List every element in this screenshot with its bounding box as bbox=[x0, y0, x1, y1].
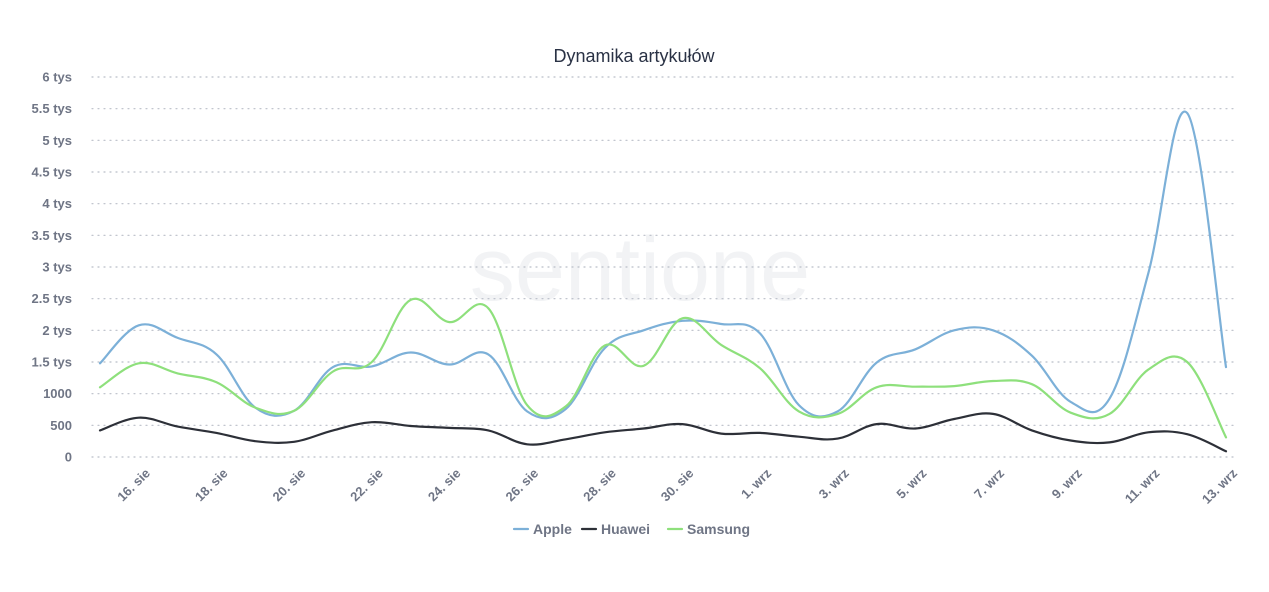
y-tick-label: 500 bbox=[50, 418, 72, 433]
legend-item-huawei[interactable]: Huawei bbox=[601, 521, 650, 537]
y-tick-label: 4.5 tys bbox=[32, 165, 72, 180]
x-tick-label: 5. wrz bbox=[893, 465, 930, 502]
y-tick-label: 2.5 tys bbox=[32, 291, 72, 306]
chart-title: Dynamika artykułów bbox=[553, 46, 715, 66]
y-tick-label: 5.5 tys bbox=[32, 101, 72, 116]
y-tick-label: 6 tys bbox=[42, 70, 72, 85]
y-tick-label: 2 tys bbox=[42, 323, 72, 338]
y-tick-label: 4 tys bbox=[42, 196, 72, 211]
legend: Apple Huawei Samsung bbox=[512, 521, 750, 537]
legend-item-apple[interactable]: Apple bbox=[533, 521, 572, 537]
y-tick-label: 0 bbox=[65, 450, 72, 465]
series-lines bbox=[98, 110, 1228, 453]
y-tick-label: 1000 bbox=[43, 386, 72, 401]
y-tick-label: 5 tys bbox=[42, 133, 72, 148]
x-tick-label: 3. wrz bbox=[816, 465, 853, 502]
series-line-samsung bbox=[98, 297, 1228, 439]
x-tick-label: 16. sie bbox=[114, 466, 153, 505]
x-tick-label: 18. sie bbox=[192, 466, 231, 505]
y-tick-label: 3.5 tys bbox=[32, 228, 72, 243]
x-tick-label: 13. wrz bbox=[1199, 465, 1241, 507]
x-tick-label: 1. wrz bbox=[738, 465, 775, 502]
y-tick-label: 1.5 tys bbox=[32, 355, 72, 370]
x-tick-label: 22. sie bbox=[347, 466, 386, 505]
x-tick-label: 20. sie bbox=[270, 466, 309, 505]
legend-item-samsung[interactable]: Samsung bbox=[687, 521, 750, 537]
x-tick-label: 28. sie bbox=[580, 466, 619, 505]
y-axis-ticks: 0 500 1000 1.5 tys 2 tys 2.5 tys 3 tys 3.5 tys 4… bbox=[32, 70, 72, 465]
watermark: sentione bbox=[470, 220, 810, 320]
x-tick-label: 26. sie bbox=[502, 466, 541, 505]
series-line-huawei bbox=[98, 412, 1228, 453]
x-tick-label: 9. wrz bbox=[1049, 465, 1086, 502]
x-tick-label: 24. sie bbox=[425, 466, 464, 505]
x-axis-ticks: 16. sie 18. sie 20. sie 22. sie 24. sie 26. s… bbox=[114, 465, 1240, 507]
y-tick-label: 3 tys bbox=[42, 260, 72, 275]
x-tick-label: 11. wrz bbox=[1122, 465, 1163, 506]
x-tick-label: 30. sie bbox=[658, 466, 697, 505]
x-tick-label: 7. wrz bbox=[971, 465, 1008, 502]
